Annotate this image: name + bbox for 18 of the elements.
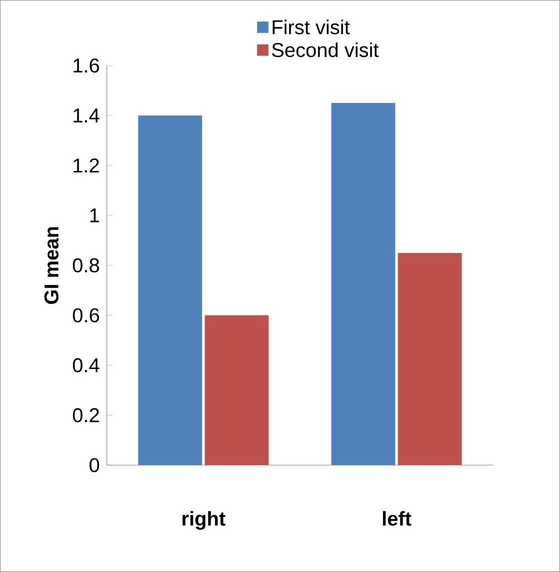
y-tick-label: 0.6 xyxy=(72,308,100,322)
bar xyxy=(204,315,269,466)
y-tick-label: 0.2 xyxy=(72,408,99,422)
y-tick-label: 1.2 xyxy=(74,158,99,172)
bar xyxy=(398,252,462,466)
x-tick-label: right xyxy=(182,511,226,530)
y-tick-label: 0.4 xyxy=(72,358,100,372)
bar xyxy=(138,115,202,466)
y-tick-label: 0.8 xyxy=(72,258,100,272)
bar xyxy=(331,103,396,466)
y-tick-label: 1.6 xyxy=(74,58,100,73)
x-tick-label: left xyxy=(382,511,412,526)
y-axis-title: GI mean xyxy=(44,227,59,304)
legend-label: First visit xyxy=(272,20,350,34)
legend-label: Second visit xyxy=(272,42,379,58)
y-tick-label: 0 xyxy=(90,458,100,472)
y-tick-label: 1.4 xyxy=(74,108,100,122)
y-tick-label: 1 xyxy=(90,208,99,222)
